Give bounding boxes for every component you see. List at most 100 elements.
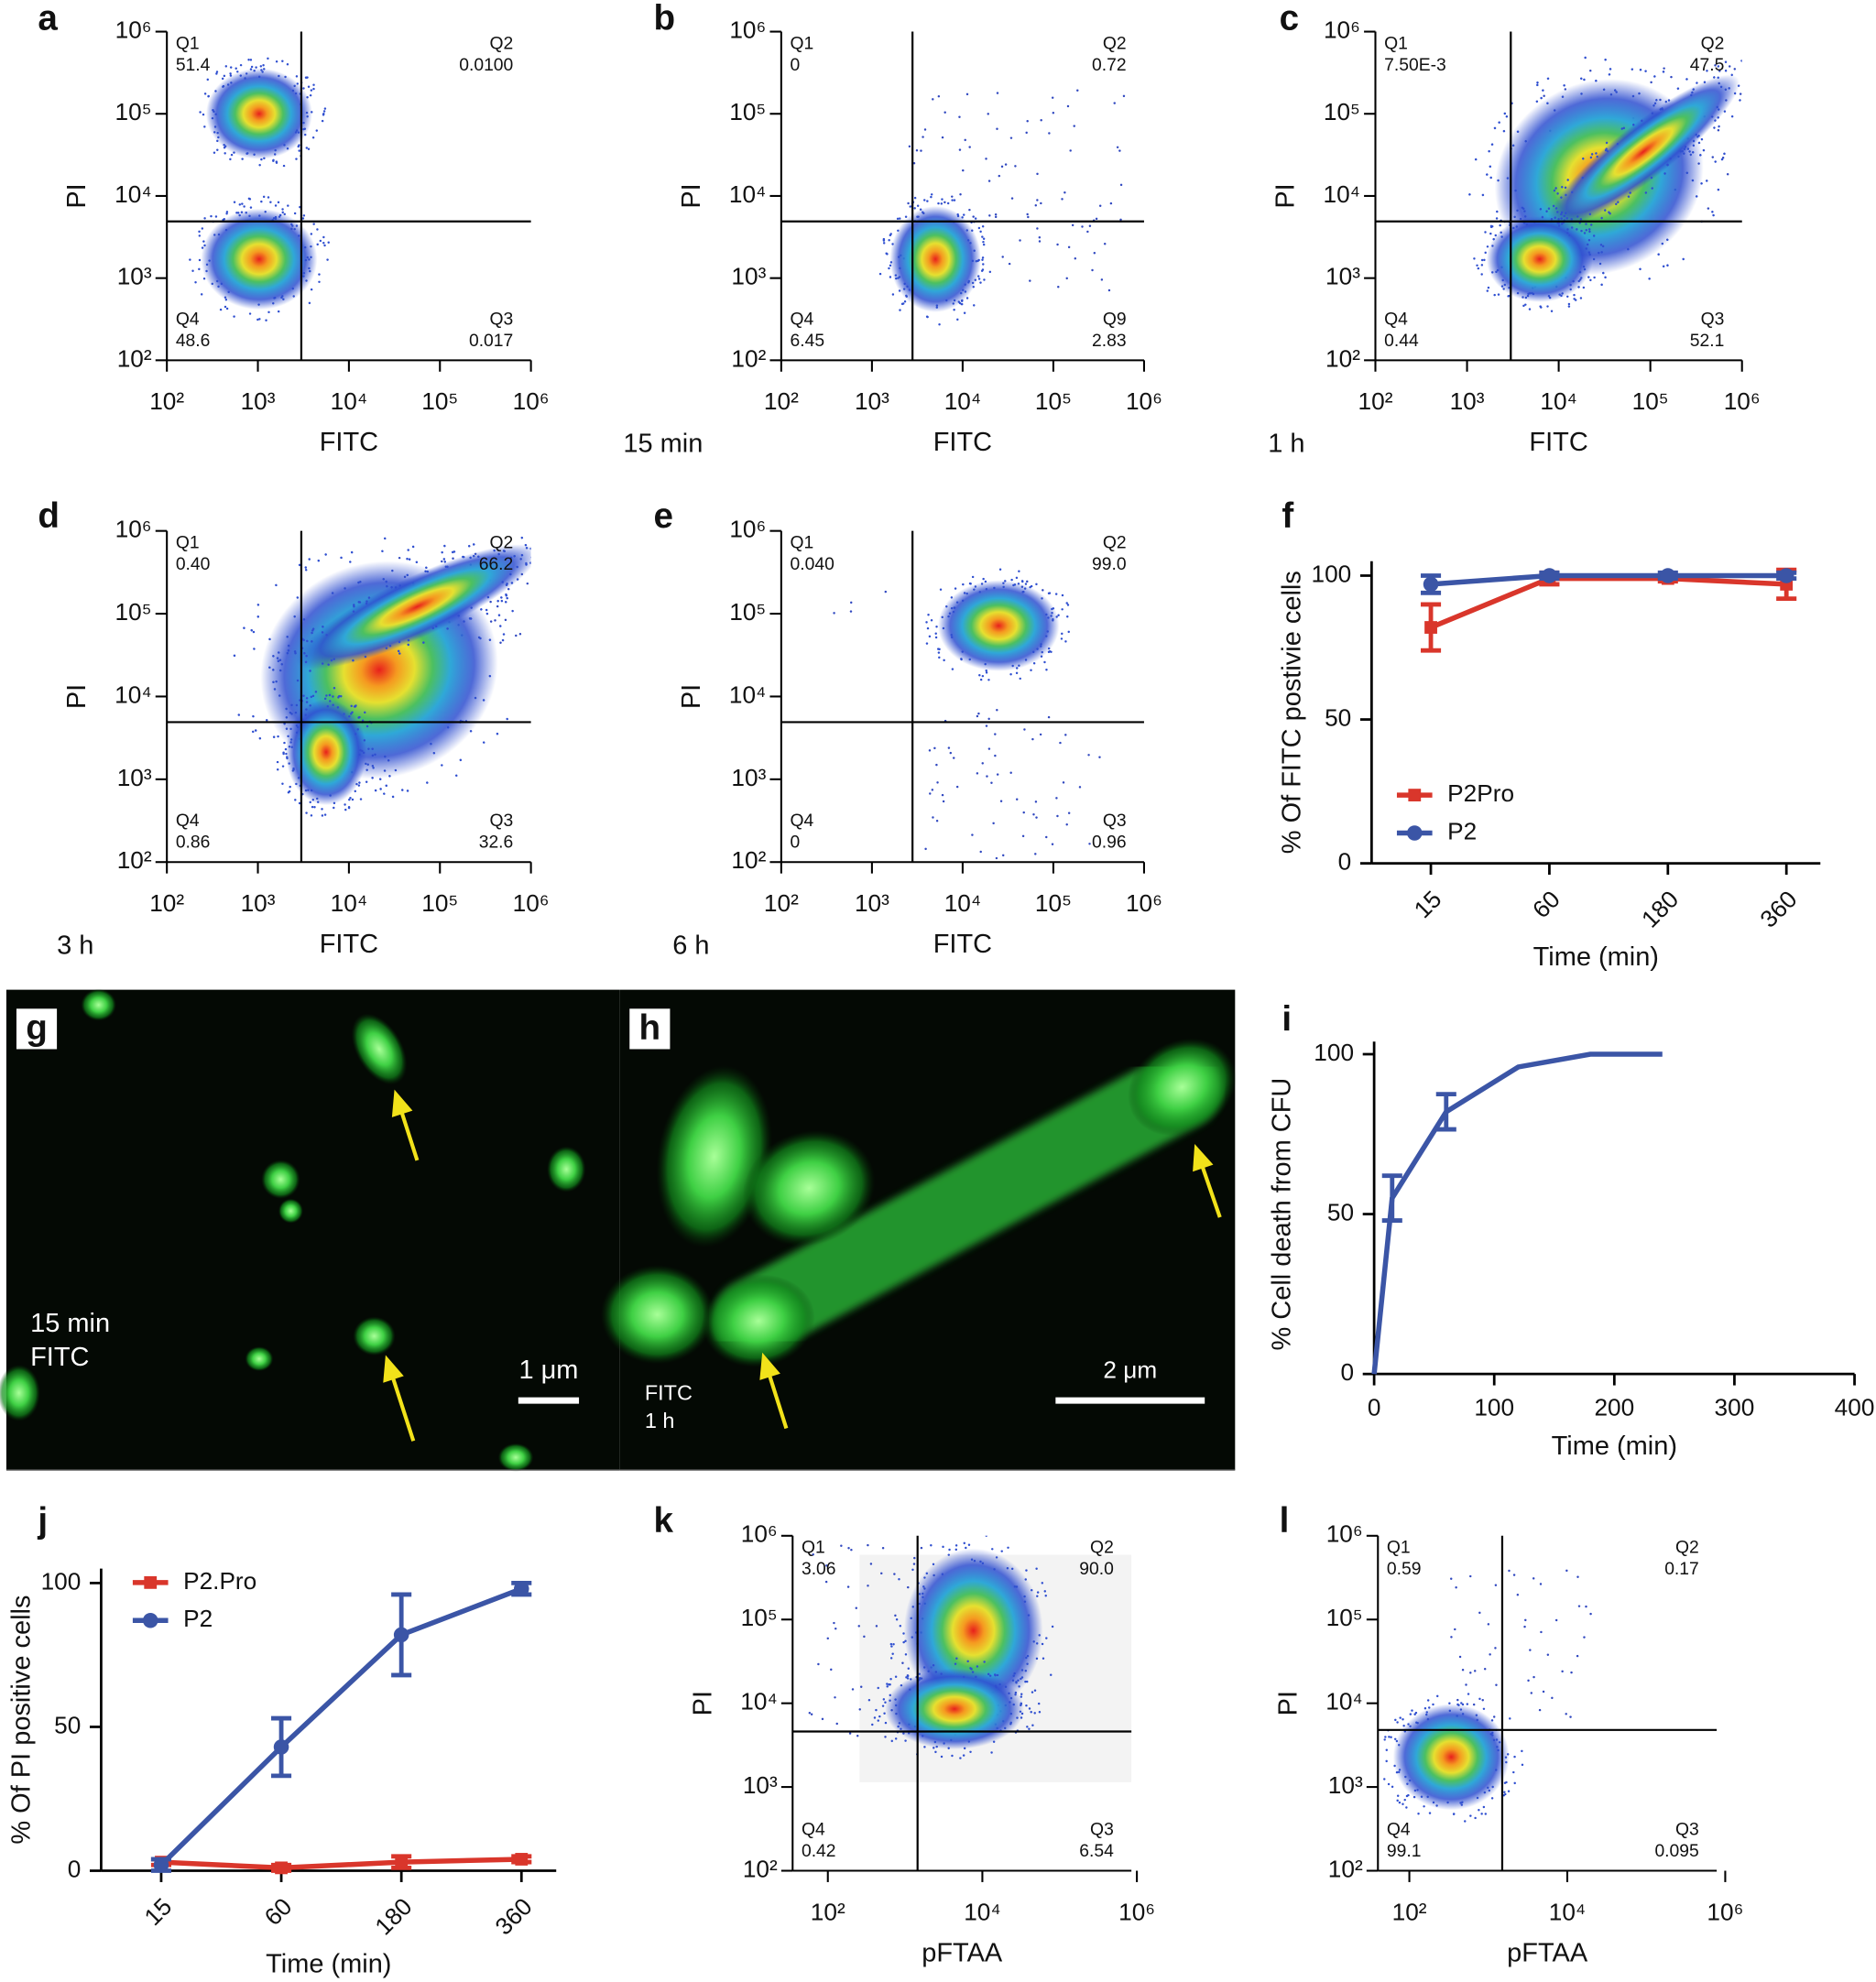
- event-dot: [925, 621, 928, 624]
- event-dot: [293, 212, 297, 215]
- event-dot: [254, 729, 257, 732]
- event-dot: [963, 311, 966, 314]
- event-dot: [1009, 673, 1012, 676]
- event-dot: [967, 1543, 971, 1547]
- event-dot: [500, 599, 504, 603]
- quadrant-name: Q2: [490, 34, 514, 53]
- y-tick-label: 10³: [731, 764, 766, 791]
- event-dot: [1743, 59, 1746, 61]
- event-dot: [1481, 193, 1485, 197]
- event-dot: [934, 1750, 937, 1754]
- event-dot: [886, 1685, 889, 1688]
- event-dot: [1025, 1704, 1028, 1707]
- quadrant-name: Q4: [1384, 310, 1408, 329]
- event-dot: [988, 270, 992, 274]
- event-dot: [1582, 286, 1586, 289]
- event-dot: [262, 63, 265, 67]
- density-cloud-group: [808, 1535, 1132, 1782]
- event-dot: [935, 820, 939, 822]
- event-dot: [1547, 207, 1551, 210]
- event-dot: [1662, 265, 1665, 268]
- event-dot: [200, 293, 203, 296]
- event-dot: [225, 307, 229, 310]
- event-dot: [1017, 1679, 1020, 1683]
- event-dot: [238, 203, 242, 206]
- event-dot: [1653, 75, 1656, 78]
- event-dot: [451, 550, 454, 554]
- event-dot: [543, 550, 546, 553]
- event-dot: [1749, 87, 1751, 90]
- event-dot: [1750, 78, 1752, 81]
- event-dot: [1022, 811, 1025, 814]
- event-dot: [1012, 1674, 1015, 1677]
- event-dot: [947, 746, 951, 749]
- event-dot: [1450, 1636, 1453, 1639]
- event-dot: [985, 671, 988, 674]
- event-dot: [274, 204, 278, 207]
- event-dot: [1522, 207, 1525, 211]
- event-dot: [219, 308, 223, 311]
- event-dot: [946, 201, 950, 205]
- event-dot: [286, 62, 289, 66]
- event-dot: [1579, 218, 1583, 221]
- quadrant-value: 0: [791, 56, 801, 75]
- y-tick-label: 100: [41, 1567, 82, 1595]
- y-tick-label: 10⁵: [115, 598, 152, 626]
- event-dot: [275, 680, 278, 683]
- event-dot: [969, 1750, 972, 1754]
- event-dot: [374, 753, 376, 757]
- event-dot: [1100, 278, 1104, 281]
- quadrant-value: 99.0: [1092, 555, 1127, 574]
- event-dot: [951, 199, 954, 201]
- event-dot: [313, 805, 316, 809]
- event-dot: [1598, 262, 1602, 266]
- event-dot: [441, 560, 443, 563]
- event-dot: [994, 754, 997, 757]
- event-dot: [319, 239, 322, 243]
- event-dot: [269, 201, 272, 203]
- event-dot: [252, 630, 256, 634]
- density-cloud: [885, 1668, 1024, 1750]
- event-dot: [936, 648, 940, 650]
- event-dot: [1061, 594, 1064, 597]
- event-dot: [247, 197, 251, 201]
- event-dot: [937, 651, 941, 654]
- event-dot: [982, 237, 986, 240]
- event-dot: [1383, 1778, 1386, 1781]
- event-dot: [1458, 1655, 1462, 1659]
- event-dot: [976, 714, 979, 718]
- event-dot: [912, 161, 916, 165]
- event-dot: [1015, 1681, 1018, 1683]
- event-dot: [1119, 218, 1122, 222]
- event-dot: [1530, 1692, 1533, 1694]
- event-dot: [536, 528, 539, 531]
- x-tick-label: 360: [490, 1892, 538, 1940]
- y-tick-label: 10⁴: [729, 681, 766, 708]
- event-dot: [1711, 156, 1715, 158]
- letter-box: [629, 1008, 671, 1050]
- event-dot: [1717, 188, 1720, 191]
- event-dot: [215, 72, 218, 75]
- event-dot: [202, 113, 205, 116]
- event-dot: [365, 780, 368, 783]
- event-dot: [951, 195, 954, 198]
- event-dot: [1028, 1727, 1031, 1731]
- y-tick-label: 10²: [1328, 1855, 1363, 1882]
- x-tick-label: 10⁵: [421, 387, 458, 415]
- event-dot: [889, 1677, 892, 1681]
- event-dot: [834, 1627, 837, 1630]
- event-dot: [856, 1735, 859, 1737]
- event-dot: [1583, 1636, 1586, 1639]
- legend-marker: [144, 1575, 158, 1589]
- y-tick-label: 10³: [117, 764, 152, 791]
- event-dot: [1044, 1594, 1047, 1597]
- event-dot: [990, 1751, 993, 1754]
- event-dot: [867, 1699, 871, 1702]
- event-dot: [302, 214, 306, 217]
- event-dot: [277, 310, 280, 313]
- event-dot: [1706, 180, 1708, 182]
- event-dot: [994, 212, 998, 216]
- event-dot: [1478, 1611, 1481, 1615]
- event-dot: [1529, 1649, 1532, 1651]
- quadrant-name: Q2: [1675, 1539, 1699, 1558]
